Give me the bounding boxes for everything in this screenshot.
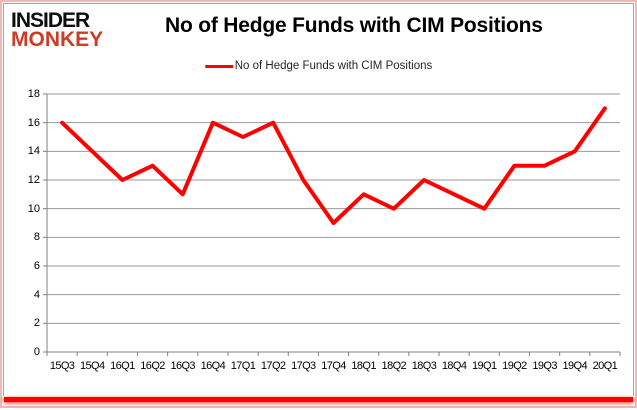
x-tick-label: 18Q2 <box>381 360 407 372</box>
logo-line-insider: INSIDER <box>11 9 90 32</box>
y-tick-label: 16 <box>27 116 40 129</box>
axis-ticks <box>43 93 621 356</box>
bottom-red-accent-bar <box>4 397 633 402</box>
y-tick-label: 14 <box>27 145 40 158</box>
y-tick-label: 12 <box>27 174 40 186</box>
x-tick-label: 20Q1 <box>592 360 618 372</box>
y-tick-label: 2 <box>33 317 40 330</box>
axes <box>46 94 620 353</box>
x-tick-label: 18Q1 <box>351 360 376 372</box>
x-tick-label: 15Q3 <box>49 360 75 372</box>
x-tick-label: 18Q4 <box>441 360 467 372</box>
x-tick-label: 18Q3 <box>411 360 437 372</box>
card-inner-border <box>3 3 634 396</box>
x-tick-label: 19Q4 <box>562 360 587 372</box>
legend: No of Hedge Funds with CIM Positions <box>204 60 433 72</box>
y-tick-label: 10 <box>27 202 40 215</box>
y-tick-label: 8 <box>33 231 40 244</box>
x-tick-label: 17Q4 <box>321 360 346 372</box>
x-tick-label: 16Q1 <box>110 360 135 372</box>
legend-line-swatch <box>204 64 233 68</box>
legend-label: No of Hedge Funds with CIM Positions <box>234 60 433 72</box>
x-tick-label: 16Q4 <box>200 360 226 372</box>
logo-line-monkey: MONKEY <box>11 28 104 51</box>
page-title: No of Hedge Funds with CIM Positions <box>165 14 543 37</box>
x-tick-label: 17Q1 <box>230 360 256 372</box>
x-tick-label: 15Q4 <box>79 360 105 372</box>
x-tick-label: 17Q2 <box>260 360 286 372</box>
x-tick-label: 17Q3 <box>291 360 316 372</box>
y-tick-label: 18 <box>27 88 40 100</box>
y-tick-label: 0 <box>33 346 40 358</box>
y-tick-label: 4 <box>33 288 40 301</box>
x-tick-label: 19Q2 <box>502 360 527 372</box>
data-series-line <box>60 106 607 225</box>
x-tick-label: 16Q3 <box>170 360 195 372</box>
insider-monkey-logo: INSIDER MONKEY <box>11 9 104 51</box>
x-tick-label: 19Q1 <box>472 360 497 372</box>
x-tick-label: 16Q2 <box>140 360 165 372</box>
y-tick-label: 6 <box>33 260 40 272</box>
x-tick-label: 19Q3 <box>532 360 557 372</box>
gridlines <box>47 93 620 324</box>
